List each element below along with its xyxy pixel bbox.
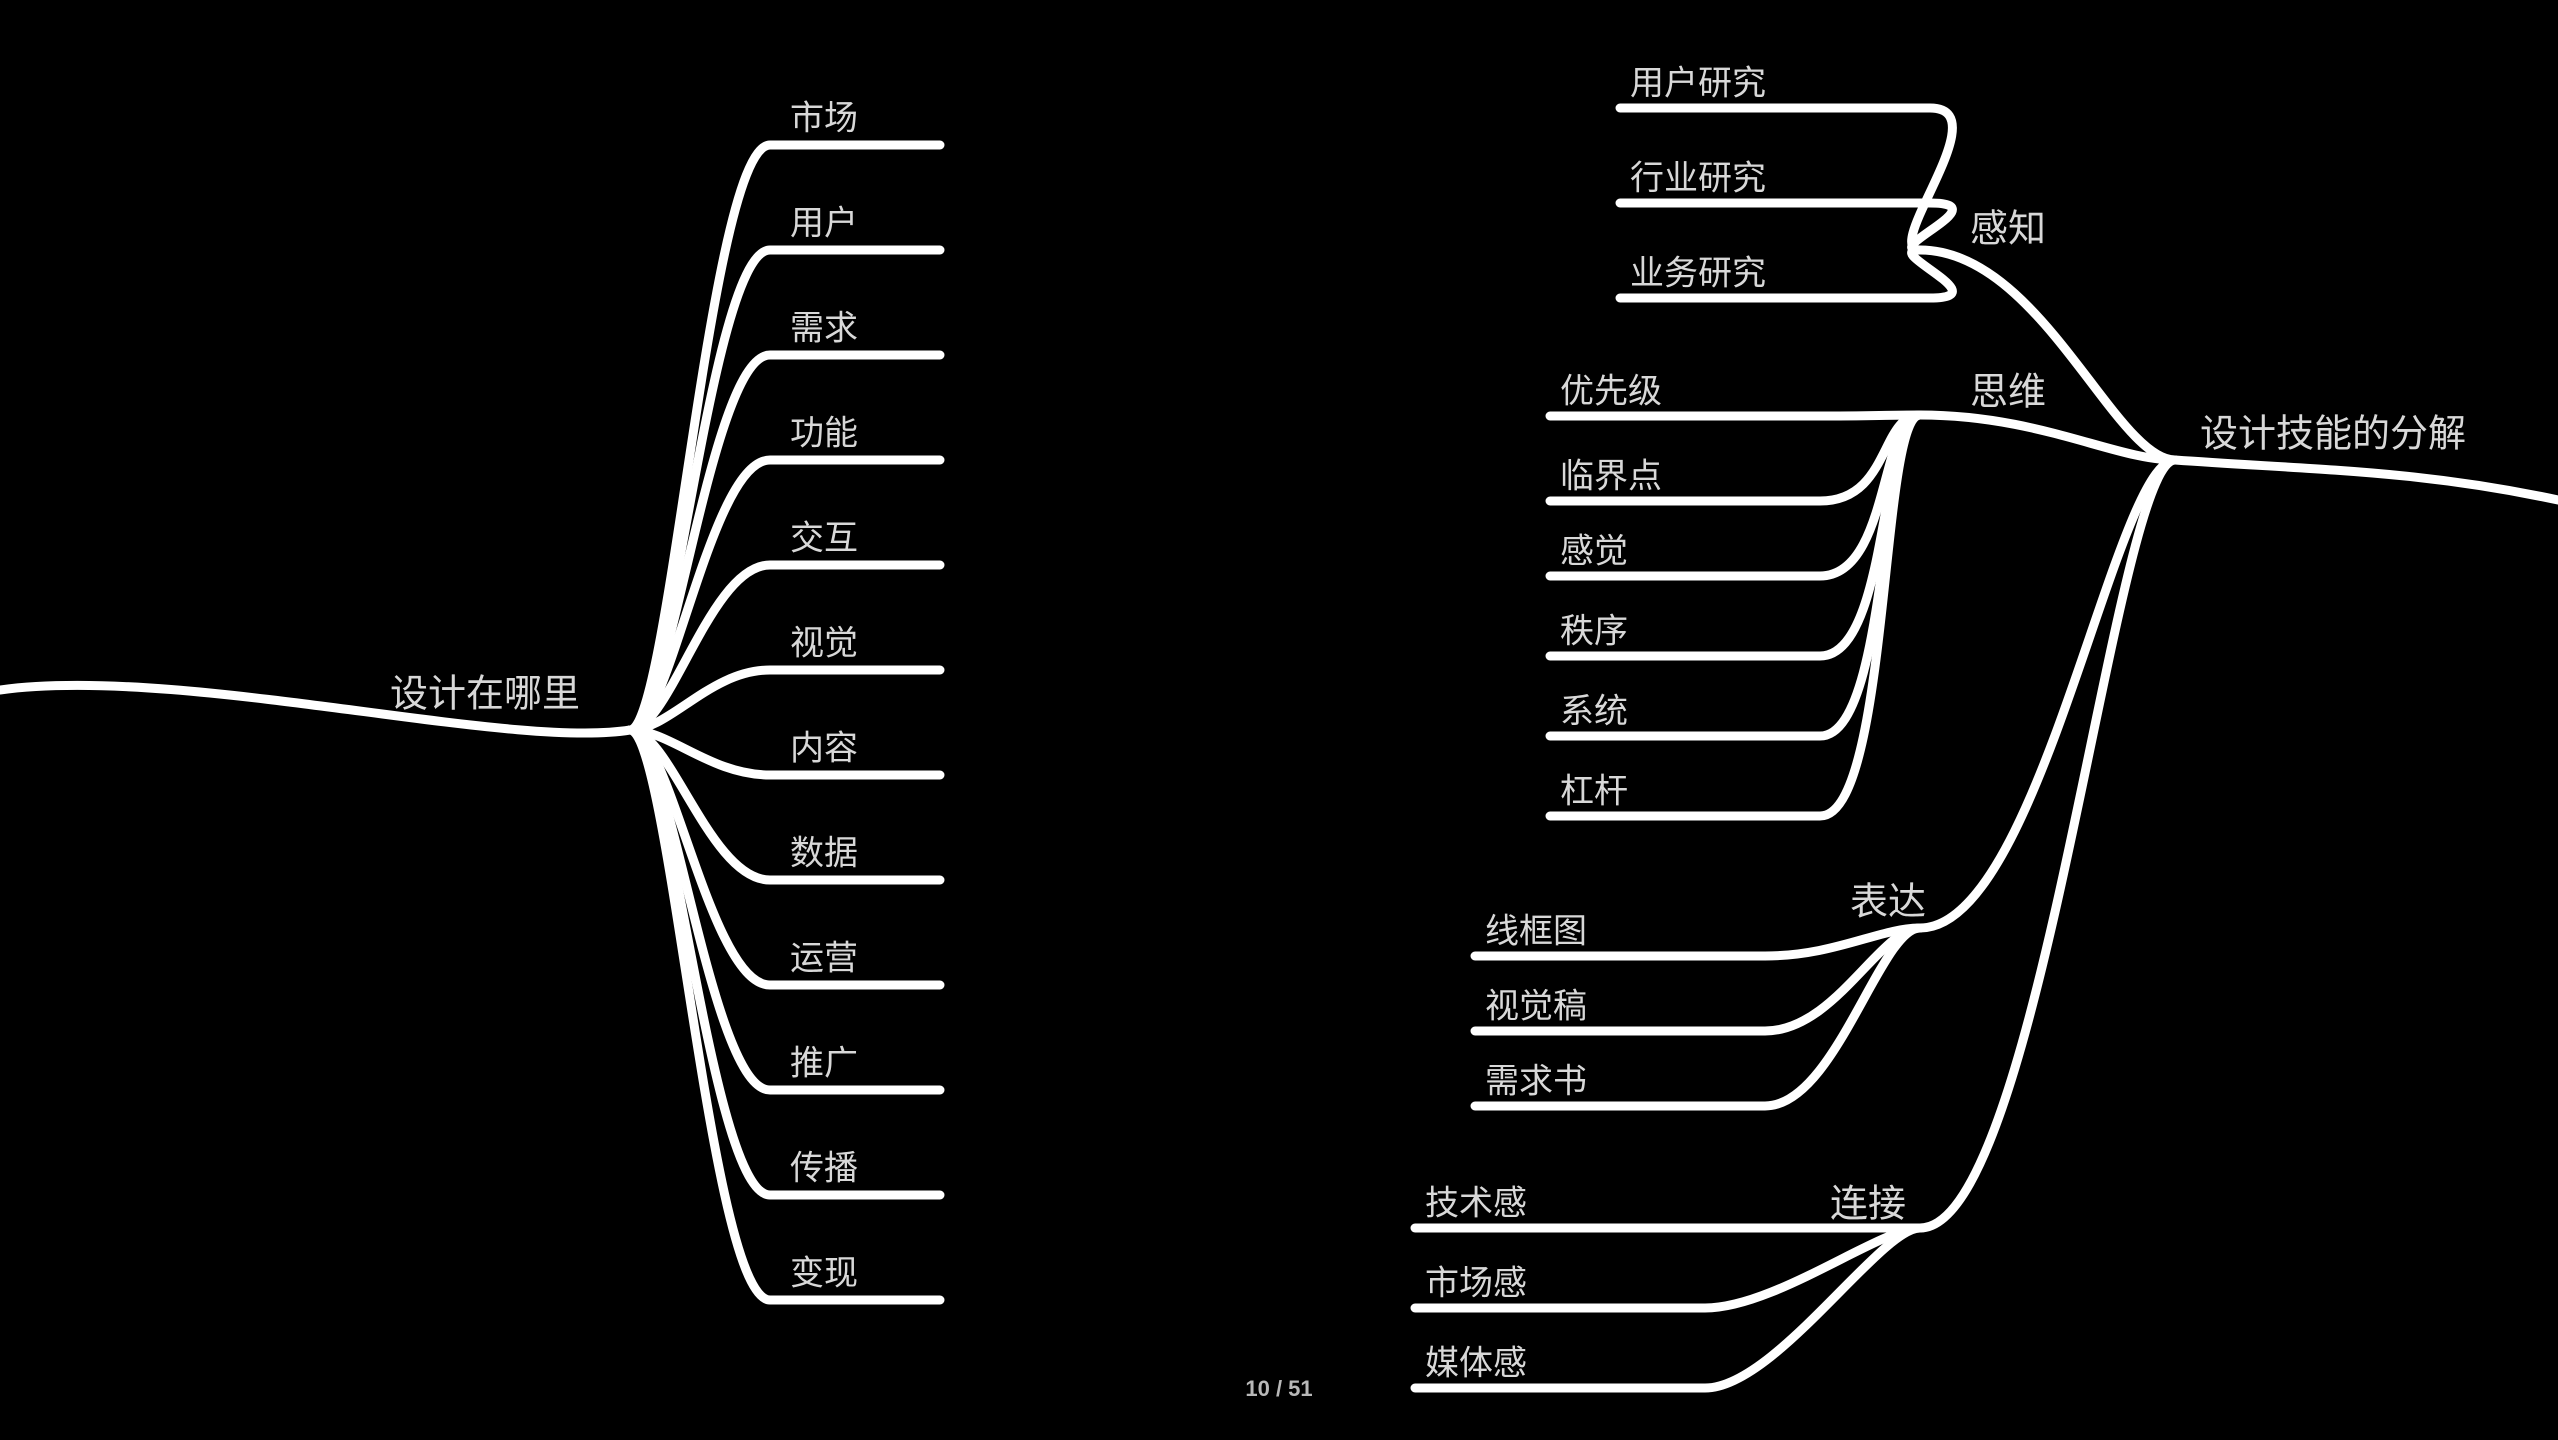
- right-leaf-1-4: 系统: [1560, 684, 1628, 733]
- right-leaf-1-2: 感觉: [1560, 524, 1628, 573]
- mindmap-edges: [0, 0, 2558, 1440]
- left-leaf-10: 传播: [790, 1141, 858, 1190]
- right-leaf-1-5: 杠杆: [1560, 764, 1628, 813]
- right-branch-1: 思维: [1970, 361, 2046, 416]
- right-root: 设计技能的分解: [2200, 403, 2466, 458]
- left-leaf-1: 用户: [790, 196, 858, 245]
- right-leaf-3-1: 市场感: [1425, 1256, 1527, 1305]
- page-indicator: 10 / 51: [1245, 1376, 1312, 1402]
- right-leaf-2-1: 视觉稿: [1485, 979, 1587, 1028]
- left-leaf-5: 视觉: [790, 616, 858, 665]
- left-leaf-6: 内容: [790, 721, 858, 770]
- right-branch-3: 连接: [1830, 1173, 1906, 1228]
- left-leaf-4: 交互: [790, 511, 858, 560]
- left-leaf-3: 功能: [790, 406, 858, 455]
- left-leaf-8: 运营: [790, 931, 858, 980]
- left-leaf-0: 市场: [790, 91, 858, 140]
- left-leaf-7: 数据: [790, 826, 858, 875]
- right-leaf-2-2: 需求书: [1485, 1054, 1587, 1103]
- right-leaf-2-0: 线框图: [1485, 904, 1587, 953]
- right-branch-0: 感知: [1970, 198, 2046, 253]
- slide-stage: 设计在哪里 市场用户需求功能交互视觉内容数据运营推广传播变现 设计技能的分解 感知 用户…: [0, 0, 2558, 1440]
- left-leaf-9: 推广: [790, 1036, 858, 1085]
- left-root: 设计在哪里: [390, 663, 580, 718]
- right-leaf-0-1: 行业研究: [1630, 151, 1766, 200]
- right-leaf-3-0: 技术感: [1425, 1176, 1527, 1225]
- right-leaf-1-0: 优先级: [1560, 364, 1662, 413]
- right-leaf-3-2: 媒体感: [1425, 1336, 1527, 1385]
- right-leaf-1-3: 秩序: [1560, 604, 1628, 653]
- right-leaf-1-1: 临界点: [1560, 449, 1662, 498]
- right-leaf-0-0: 用户研究: [1630, 56, 1766, 105]
- right-branch-2: 表达: [1850, 871, 1926, 926]
- left-leaf-2: 需求: [790, 301, 858, 350]
- right-leaf-0-2: 业务研究: [1630, 246, 1766, 295]
- left-leaf-11: 变现: [790, 1246, 858, 1295]
